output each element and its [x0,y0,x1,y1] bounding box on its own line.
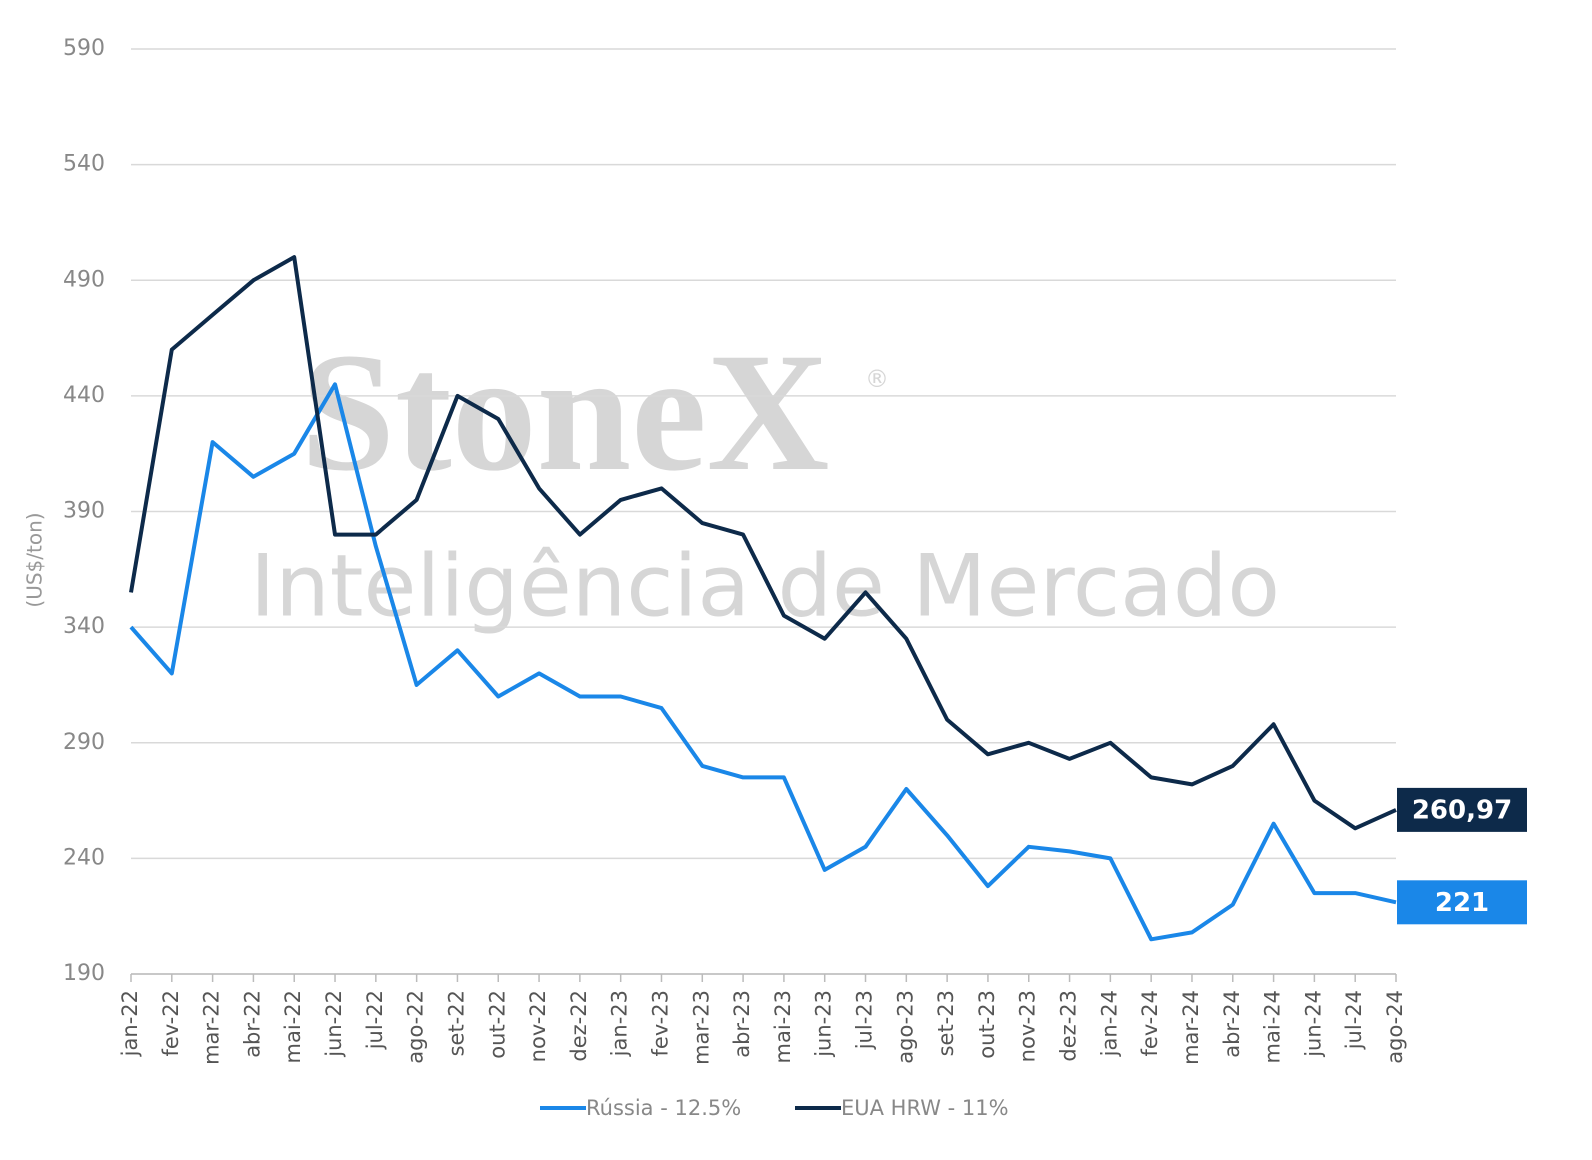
x-tick-label: jul-23 [853,990,877,1050]
series-line [129,255,1397,831]
x-tick-label: jun-23 [812,990,836,1058]
x-tick-label: jul-22 [363,990,387,1050]
x-tick-label: fev-22 [159,990,183,1056]
y-tick-label: 240 [63,845,105,870]
y-tick-label: 440 [63,383,105,408]
y-tick-label: 590 [63,36,105,61]
x-tick-label: jun-24 [1301,990,1325,1058]
x-tick-label: dez-23 [1057,990,1081,1062]
x-tick-label: nov-22 [526,990,550,1062]
y-tick-label: 490 [63,267,105,292]
x-tick-label: mai-24 [1261,990,1285,1063]
x-tick-label: jul-24 [1342,990,1366,1050]
x-tick-label: mai-22 [281,990,305,1063]
end-label: 260,97 [1412,795,1512,825]
series-line [129,382,1397,942]
x-tick-label: mar-22 [200,990,224,1065]
x-tick-label: ago-22 [404,990,428,1064]
x-tick-label: nov-23 [1016,990,1040,1062]
y-tick-label: 540 [63,152,105,177]
legend-label: EUA HRW - 11% [841,1096,1009,1120]
x-tick-label: abr-22 [240,990,264,1058]
x-tick-label: set-23 [934,990,958,1056]
x-tick-label: jun-22 [322,990,346,1058]
x-tick-label: out-22 [485,990,509,1059]
end-label-box [1397,880,1527,925]
end-label-box [1397,787,1527,832]
watermark: StoneX [301,318,830,506]
end-label: 221 [1435,888,1489,918]
x-tick-label: abr-24 [1220,990,1244,1058]
x-tick-label: abr-23 [730,990,754,1058]
x-tick-label: dez-22 [567,990,591,1062]
x-tick-label: fev-24 [1138,990,1162,1056]
legend-label: Rússia - 12.5% [586,1096,741,1120]
x-tick-label: mai-23 [771,990,795,1063]
x-tick-label: set-22 [444,990,468,1056]
watermark-sub: Inteligência de Mercado [250,536,1280,636]
y-tick-label: 290 [63,730,105,755]
x-tick-label: jan-22 [118,990,142,1057]
x-tick-label: ago-24 [1383,990,1407,1064]
x-tick-label: out-23 [975,990,999,1059]
y-tick-label: 390 [63,499,105,524]
x-tick-label: jan-23 [608,990,632,1057]
x-tick-label: jan-24 [1097,990,1121,1057]
x-tick-label: mar-24 [1179,990,1203,1065]
y-tick-label: 340 [63,614,105,639]
watermark-mark: ® [865,365,889,393]
y-axis-label: (US$/ton) [23,512,47,607]
y-tick-label: 190 [63,961,105,986]
x-tick-label: ago-23 [893,990,917,1064]
x-tick-label: fev-23 [648,990,672,1056]
x-tick-label: mar-23 [689,990,713,1065]
